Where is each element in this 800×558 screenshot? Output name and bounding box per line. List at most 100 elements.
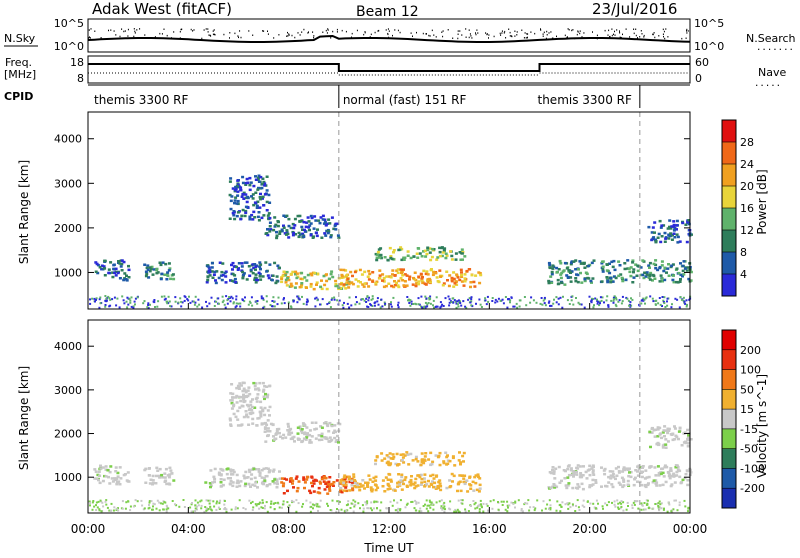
near-range-echo bbox=[631, 298, 634, 301]
echo-cell bbox=[643, 271, 647, 274]
near-range-echo bbox=[489, 500, 492, 503]
echo-cell bbox=[552, 472, 556, 475]
near-range-echo bbox=[435, 501, 438, 504]
echo-cell bbox=[563, 477, 567, 480]
echo-cell bbox=[250, 213, 254, 217]
echo-cell bbox=[388, 473, 392, 476]
near-range-echo bbox=[605, 299, 608, 302]
echo-cell bbox=[663, 231, 667, 235]
near-range-echo bbox=[518, 299, 521, 302]
echo-cell bbox=[631, 261, 635, 264]
near-range-echo bbox=[136, 296, 139, 299]
near-range-echo bbox=[347, 503, 349, 506]
echo-cell bbox=[391, 273, 394, 276]
echo-cell bbox=[625, 467, 629, 470]
echo-cell bbox=[404, 476, 408, 479]
echo-cell bbox=[426, 273, 430, 276]
noise-search-point bbox=[604, 29, 606, 32]
near-range-echo bbox=[595, 499, 598, 502]
echo-cell bbox=[374, 488, 378, 492]
near-range-echo bbox=[397, 306, 400, 309]
noise-search-point bbox=[488, 37, 489, 39]
echo-cell bbox=[656, 428, 660, 431]
echo-cell bbox=[368, 478, 372, 481]
echo-cell bbox=[349, 270, 353, 274]
noise-search-point bbox=[643, 36, 645, 38]
near-range-echo bbox=[108, 509, 111, 512]
echo-cell bbox=[259, 267, 262, 271]
echo-cell bbox=[475, 488, 479, 492]
echo-cell bbox=[559, 276, 563, 280]
noise-search-point bbox=[652, 33, 654, 36]
echo-cell bbox=[674, 466, 678, 469]
near-range-echo bbox=[105, 503, 108, 506]
echo-cell bbox=[220, 270, 224, 274]
echo-cell bbox=[209, 469, 213, 472]
echo-cell bbox=[257, 186, 260, 190]
near-range-echo bbox=[439, 306, 442, 309]
noise-left-tick-hi: 10^5 bbox=[54, 17, 84, 30]
echo-cell bbox=[647, 225, 651, 229]
freq-panel-frame bbox=[87, 55, 691, 84]
echo-cell bbox=[236, 384, 240, 388]
near-range-echo bbox=[226, 299, 229, 302]
echo-cell bbox=[241, 381, 245, 384]
echo-cell bbox=[448, 459, 452, 463]
echo-cell bbox=[636, 264, 640, 267]
noise-search-point bbox=[564, 34, 566, 37]
echo-cell bbox=[381, 479, 385, 482]
noise-search-point bbox=[356, 29, 358, 32]
echo-cell bbox=[386, 258, 390, 262]
echo-cell bbox=[397, 473, 401, 476]
near-range-echo bbox=[643, 508, 646, 511]
echo-cell bbox=[151, 483, 154, 486]
freq-trace bbox=[88, 63, 690, 76]
near-range-echo bbox=[178, 505, 181, 508]
echo-cell bbox=[246, 389, 250, 392]
echo-cell bbox=[588, 484, 592, 487]
near-range-echo bbox=[414, 509, 417, 512]
echo-cell bbox=[591, 277, 595, 280]
near-range-echo bbox=[548, 508, 550, 510]
near-range-echo bbox=[614, 303, 617, 306]
near-range-echo bbox=[205, 507, 208, 510]
near-range-echo bbox=[149, 303, 151, 306]
echo-cell bbox=[302, 220, 306, 224]
echo-cell bbox=[251, 271, 255, 275]
near-range-echo bbox=[183, 506, 186, 508]
near-range-echo bbox=[596, 302, 599, 305]
echo-cell bbox=[383, 256, 387, 259]
near-range-echo bbox=[99, 296, 102, 299]
echo-cell bbox=[451, 480, 454, 483]
near-range-echo bbox=[180, 300, 183, 303]
echo-cell bbox=[672, 229, 676, 232]
echo-cell bbox=[258, 410, 262, 414]
echo-cell bbox=[363, 270, 367, 274]
echo-cell bbox=[208, 482, 212, 485]
echo-cell bbox=[253, 216, 257, 219]
near-range-echo bbox=[209, 505, 212, 508]
echo-cell bbox=[641, 466, 644, 469]
near-range-echo bbox=[105, 299, 108, 302]
noise-search-point bbox=[619, 36, 621, 39]
noise-search-point bbox=[410, 32, 412, 34]
echo-cell bbox=[298, 425, 302, 428]
near-range-echo bbox=[358, 302, 361, 305]
near-range-echo bbox=[614, 296, 617, 299]
near-range-echo bbox=[205, 499, 208, 502]
near-range-echo bbox=[456, 300, 459, 303]
echo-cell bbox=[297, 231, 301, 235]
echo-cell bbox=[393, 274, 397, 277]
near-range-echo bbox=[296, 295, 299, 298]
near-range-echo bbox=[575, 504, 577, 507]
echo-cell bbox=[547, 279, 551, 283]
echo-cell bbox=[357, 485, 361, 489]
near-range-echo bbox=[559, 296, 562, 299]
near-range-echo bbox=[280, 302, 283, 305]
echo-cell bbox=[675, 470, 679, 474]
near-range-echo bbox=[564, 503, 567, 506]
echo-cell bbox=[444, 256, 448, 260]
echo-cell bbox=[418, 475, 422, 479]
near-range-echo bbox=[428, 499, 431, 502]
near-range-echo bbox=[234, 508, 237, 511]
